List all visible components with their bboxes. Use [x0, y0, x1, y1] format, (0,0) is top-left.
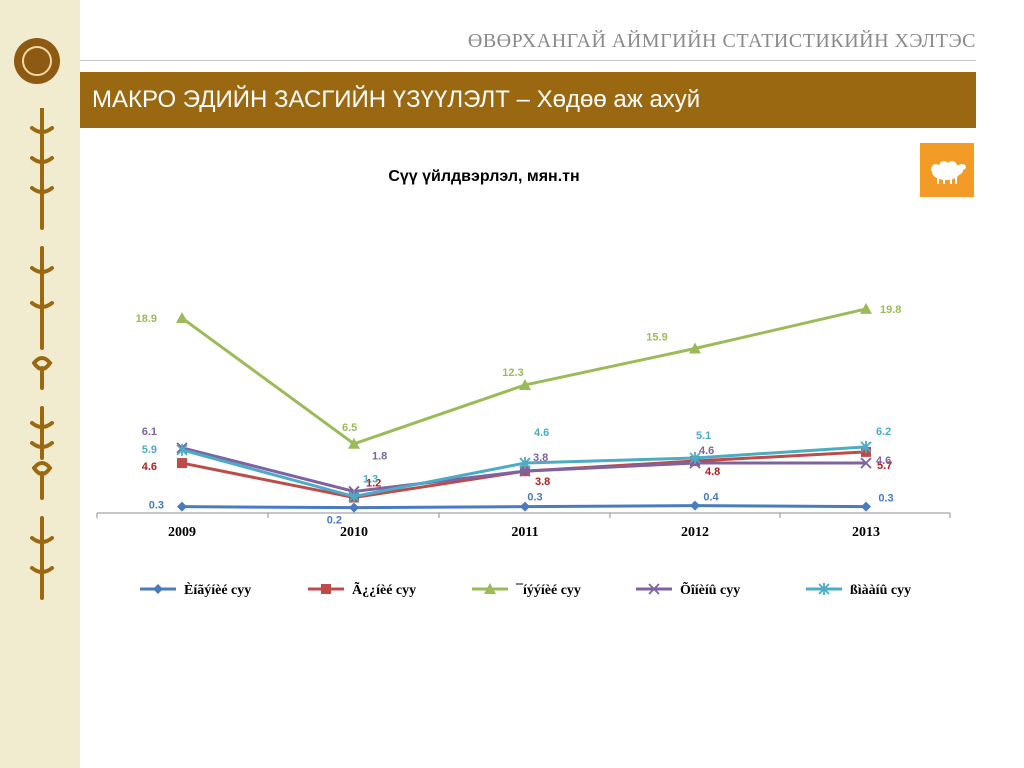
data-label-series-5-2013: 6.2	[876, 426, 891, 438]
data-label-series-4-2012: 4.6	[699, 445, 714, 457]
data-label-series-1-2009: 0.3	[149, 500, 164, 512]
data-label-series-2-2010: 1.2	[366, 478, 381, 490]
header-divider	[80, 60, 976, 61]
data-label-series-3-2009: 18.9	[136, 313, 157, 325]
vertical-script-decoration	[30, 108, 54, 600]
data-label-series-1-2011: 0.3	[527, 492, 542, 504]
sheep-icon	[931, 161, 966, 184]
series-1-point-2013	[861, 501, 871, 512]
data-label-series-3-2011: 12.3	[502, 367, 523, 379]
series-5-point-2011	[519, 457, 531, 470]
legend-marker-5	[818, 583, 830, 595]
legend-marker-1	[153, 584, 163, 594]
series-4-point-2011	[519, 465, 531, 477]
x-tick-label-2013: 2013	[852, 525, 880, 540]
data-label-series-2-2011: 3.8	[535, 476, 550, 488]
sidebar-panel	[0, 0, 80, 768]
x-tick-label-2009: 2009	[168, 525, 196, 540]
data-label-series-2-2009: 4.6	[142, 461, 157, 473]
organization-title: ӨВӨРХАНГАЙ АЙМГИЙН СТАТИСТИКИЙН ХЭЛТЭС	[467, 30, 976, 52]
milk-production-chart: 2009 2010 2011 2012 2013 0.3 0.2 0.3 0.4 0.3 4.6 1.…	[96, 302, 951, 598]
series-2-point-2009	[177, 458, 187, 469]
legend-marker-3	[484, 583, 496, 594]
legend-label-2: Ã¿¿íèé cyy	[352, 580, 416, 598]
x-tick-label-2010: 2010	[340, 525, 368, 540]
series-3-point-2012	[689, 342, 701, 354]
series-1-point-2012	[690, 500, 700, 511]
data-label-series-2-2012: 4.8	[705, 466, 720, 478]
x-tick-label-2011: 2011	[511, 525, 538, 540]
x-tick-label-2012: 2012	[681, 525, 709, 540]
legend-label-1: Èíãýíèé cyy	[184, 581, 251, 598]
series-5-point-2010	[348, 490, 360, 503]
series-1-point-2010	[349, 502, 359, 513]
series-3-point-2009	[176, 312, 188, 324]
series-4-point-2013	[860, 457, 872, 469]
legend-label-5: ßìààíû cyy	[850, 583, 911, 598]
data-label-series-4-2009: 6.1	[142, 426, 157, 438]
series-5-point-2012	[689, 451, 701, 464]
data-label-series-5-2012: 5.1	[696, 430, 711, 442]
data-label-series-1-2013: 0.3	[878, 493, 893, 505]
series-3-point-2011	[519, 378, 531, 390]
data-label-series-2-2013: 5.7	[877, 460, 892, 472]
legend-marker-2	[321, 584, 331, 594]
series-3-point-2013	[860, 302, 872, 314]
series-3-point-2010	[348, 437, 360, 449]
sheep-badge	[920, 143, 974, 197]
series-5-point-2009	[176, 443, 188, 456]
statistics-emblem-icon	[14, 38, 60, 84]
chart-title: Сүү үйлдвэрлэл, мян.тн	[388, 168, 580, 185]
data-label-series-4-2010: 1.8	[372, 450, 387, 462]
data-label-series-5-2010: 1.3	[363, 474, 378, 486]
series-1-point-2011	[520, 501, 530, 512]
data-label-series-5-2011: 4.6	[534, 427, 549, 439]
data-label-series-3-2013: 19.8	[880, 304, 901, 316]
series-line-3	[181, 307, 867, 446]
data-label-series-1-2012: 0.4	[703, 492, 719, 504]
data-label-series-4-2013: 4.6	[876, 455, 891, 467]
series-5-point-2013	[860, 440, 872, 453]
data-label-series-5-2009: 5.9	[142, 444, 157, 456]
banner-title: МАКРО ЭДИЙН ЗАСГИЙН ҮЗҮҮЛЭЛТ – Хөдөө аж …	[92, 86, 701, 113]
legend-label-4: Õîíèíû cyy	[680, 580, 740, 598]
title-banner: МАКРО ЭДИЙН ЗАСГИЙН ҮЗҮҮЛЭЛТ – Хөдөө аж …	[80, 72, 976, 128]
legend-label-3: ¯íýýíèé cyy	[515, 583, 581, 598]
legend-marker-4	[648, 583, 660, 595]
series-1-point-2009	[177, 501, 187, 512]
data-label-series-4-2011: 3.8	[533, 452, 548, 464]
data-label-series-1-2010: 0.2	[327, 515, 342, 527]
data-label-series-3-2010: 6.5	[342, 422, 357, 434]
data-label-series-3-2012: 15.9	[646, 331, 667, 343]
